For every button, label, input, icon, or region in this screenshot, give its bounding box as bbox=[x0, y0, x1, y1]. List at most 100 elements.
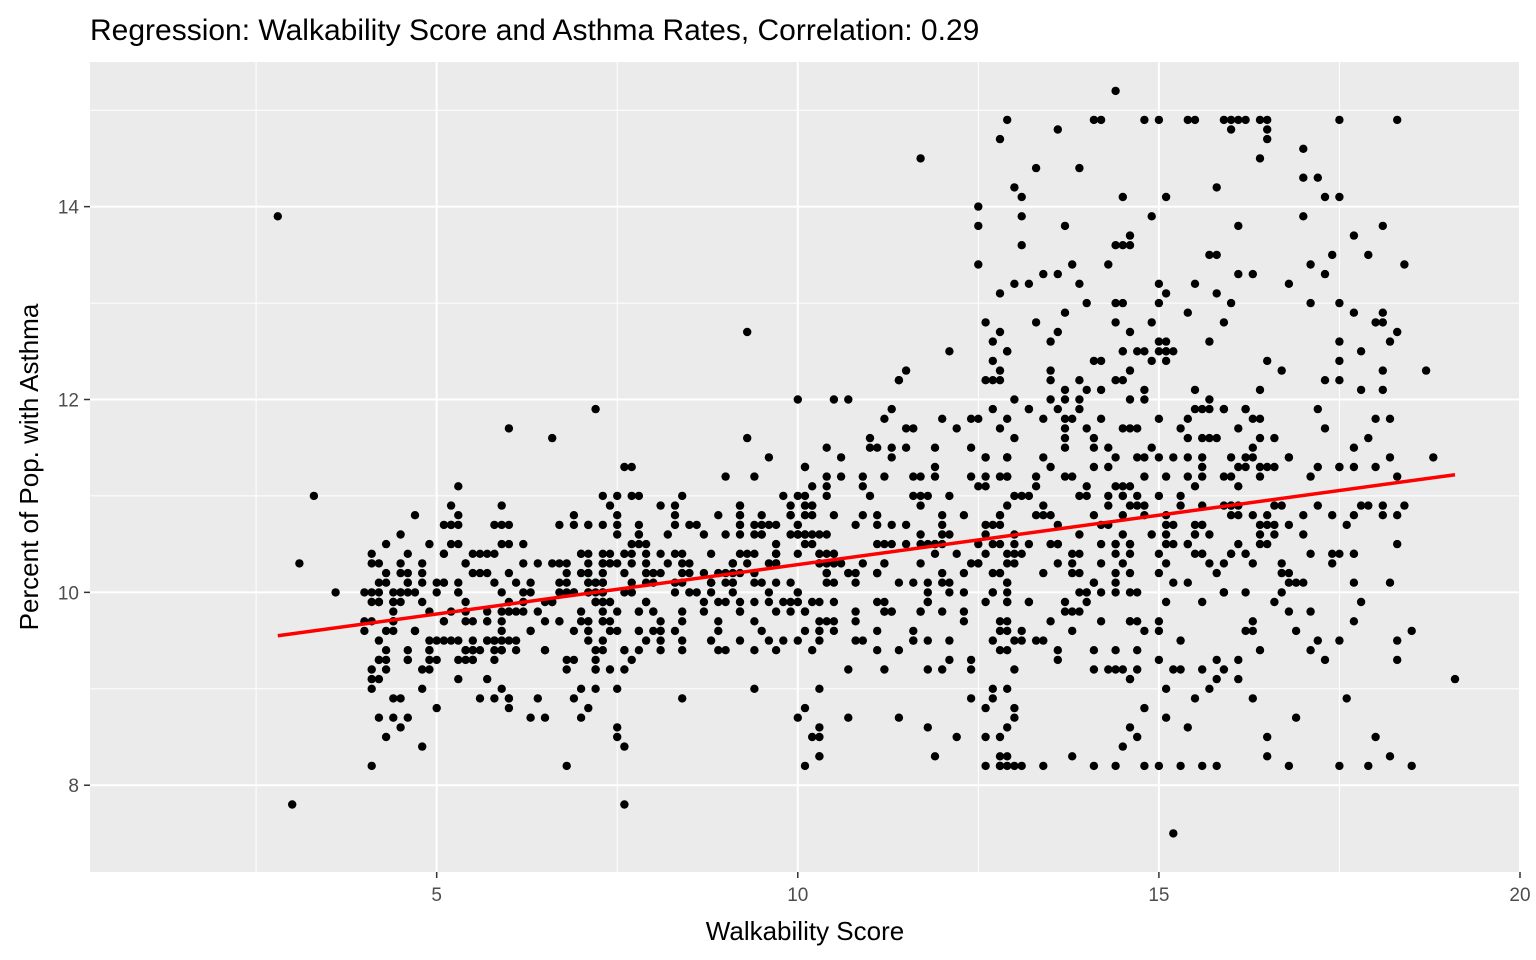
data-point bbox=[1003, 617, 1012, 626]
x-tick-label: 10 bbox=[787, 885, 808, 906]
data-point bbox=[1183, 723, 1193, 732]
data-point bbox=[1140, 626, 1149, 636]
data-point bbox=[468, 568, 477, 578]
data-point bbox=[432, 588, 441, 597]
data-point bbox=[851, 578, 860, 587]
data-point bbox=[490, 694, 499, 703]
data-point bbox=[1263, 511, 1272, 520]
data-point bbox=[1198, 761, 1207, 771]
data-point bbox=[569, 520, 579, 530]
data-point bbox=[548, 433, 557, 443]
data-point bbox=[945, 347, 954, 356]
data-point bbox=[1111, 665, 1120, 674]
data-point bbox=[1096, 617, 1106, 626]
data-point bbox=[439, 617, 449, 626]
data-point bbox=[1306, 549, 1315, 558]
data-point bbox=[381, 568, 391, 578]
data-point bbox=[1089, 511, 1099, 520]
data-point bbox=[844, 713, 853, 722]
data-point bbox=[1147, 443, 1156, 452]
data-point bbox=[1060, 395, 1070, 404]
data-point bbox=[670, 626, 680, 636]
data-point bbox=[692, 588, 701, 597]
data-point bbox=[1133, 646, 1142, 655]
data-point bbox=[699, 597, 709, 607]
data-point bbox=[822, 578, 831, 587]
data-point bbox=[641, 636, 651, 645]
data-point bbox=[1342, 694, 1351, 703]
data-point bbox=[873, 597, 882, 607]
data-point bbox=[1313, 636, 1323, 645]
data-point bbox=[945, 636, 954, 645]
data-point bbox=[454, 588, 463, 597]
data-point bbox=[1429, 453, 1438, 462]
data-point bbox=[1125, 231, 1135, 240]
data-point bbox=[475, 694, 485, 703]
data-point bbox=[1118, 559, 1128, 568]
data-point bbox=[1299, 144, 1308, 153]
data-point bbox=[771, 646, 781, 655]
data-point bbox=[1328, 549, 1337, 558]
data-point bbox=[930, 549, 940, 558]
data-point bbox=[764, 520, 774, 530]
data-point bbox=[576, 713, 586, 722]
data-point bbox=[511, 636, 521, 645]
data-point bbox=[454, 482, 463, 491]
data-point bbox=[1140, 501, 1149, 510]
data-point bbox=[403, 588, 412, 597]
data-point bbox=[1133, 491, 1142, 501]
data-point bbox=[540, 617, 550, 626]
data-point bbox=[1241, 626, 1250, 636]
data-point bbox=[1068, 752, 1077, 761]
data-point bbox=[1089, 443, 1099, 452]
data-point bbox=[1017, 626, 1026, 636]
data-point bbox=[598, 491, 607, 501]
data-point bbox=[735, 530, 745, 539]
data-point bbox=[1133, 347, 1142, 356]
data-point bbox=[1010, 665, 1019, 674]
data-point bbox=[800, 539, 810, 549]
data-point bbox=[1010, 761, 1019, 771]
data-point bbox=[497, 501, 506, 510]
data-point bbox=[1053, 269, 1063, 279]
data-point bbox=[1263, 732, 1272, 742]
data-point bbox=[598, 607, 607, 616]
data-point bbox=[822, 617, 831, 626]
y-tick-label: 8 bbox=[68, 776, 79, 797]
data-point bbox=[1068, 414, 1077, 423]
data-point bbox=[1190, 549, 1200, 558]
data-point bbox=[1111, 241, 1120, 250]
data-point bbox=[1096, 385, 1106, 395]
data-point bbox=[569, 694, 579, 703]
data-point bbox=[620, 568, 629, 578]
data-point bbox=[598, 568, 607, 578]
data-point bbox=[1212, 250, 1221, 260]
data-point bbox=[938, 665, 947, 674]
data-point bbox=[692, 520, 701, 530]
data-point bbox=[909, 472, 918, 481]
data-point bbox=[880, 539, 889, 549]
data-point bbox=[1140, 453, 1149, 462]
data-point bbox=[1393, 539, 1402, 549]
data-point bbox=[1234, 655, 1243, 665]
data-point bbox=[995, 472, 1005, 481]
data-point bbox=[598, 559, 607, 568]
data-point bbox=[757, 626, 766, 636]
data-point bbox=[1118, 511, 1128, 520]
data-point bbox=[1096, 115, 1106, 125]
data-point bbox=[1125, 395, 1135, 404]
data-point bbox=[1010, 491, 1019, 501]
y-tick-label: 10 bbox=[58, 583, 79, 604]
data-point bbox=[1393, 472, 1402, 481]
data-point bbox=[829, 511, 839, 520]
data-point bbox=[497, 539, 506, 549]
data-point bbox=[605, 549, 615, 558]
data-point bbox=[815, 752, 824, 761]
data-point bbox=[1176, 491, 1185, 501]
data-point bbox=[1241, 453, 1250, 462]
data-point bbox=[721, 578, 730, 587]
y-axis-title: Percent of Pop. with Asthma bbox=[14, 303, 44, 630]
data-point bbox=[1075, 404, 1084, 414]
data-point bbox=[418, 568, 427, 578]
data-point bbox=[367, 665, 376, 674]
